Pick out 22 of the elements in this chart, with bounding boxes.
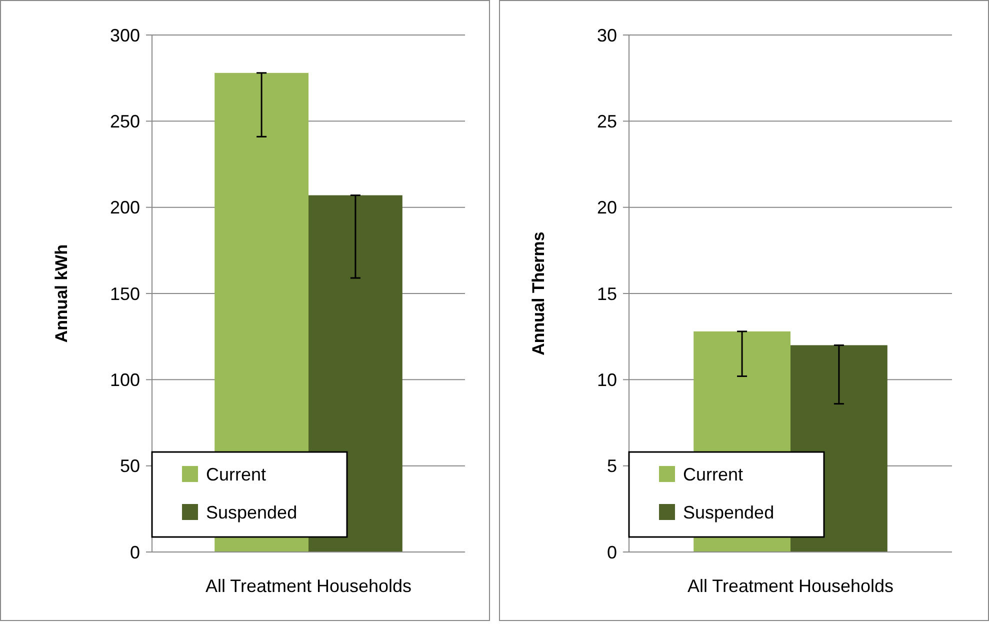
x-tick-label: All Treatment Households [687, 576, 894, 596]
y-tick-label: 200 [110, 198, 140, 218]
y-tick-label: 20 [596, 198, 617, 218]
y-tick-label: 50 [120, 456, 140, 476]
x-tick-label: All Treatment Households [205, 576, 412, 596]
y-tick-label: 250 [110, 111, 140, 132]
legend-label: Current [206, 464, 266, 484]
legend-label: Suspended [206, 502, 298, 522]
y-tick-label: 300 [110, 25, 140, 46]
y-tick-label: 10 [596, 370, 617, 390]
y-tick-label: 100 [110, 370, 140, 390]
y-tick-label: 0 [130, 542, 140, 562]
legend-label: Suspended [683, 502, 774, 522]
y-tick-label: 30 [596, 25, 617, 46]
y-tick-label: 0 [606, 542, 617, 562]
y-tick-label: 5 [606, 456, 617, 476]
legend-label: Current [683, 464, 744, 484]
y-axis-title: Annual kWh [52, 244, 71, 343]
y-tick-label: 150 [110, 284, 140, 304]
y-axis-title: Annual Therms [529, 232, 548, 356]
y-tick-label: 15 [596, 284, 617, 304]
y-tick-label: 25 [596, 111, 617, 132]
